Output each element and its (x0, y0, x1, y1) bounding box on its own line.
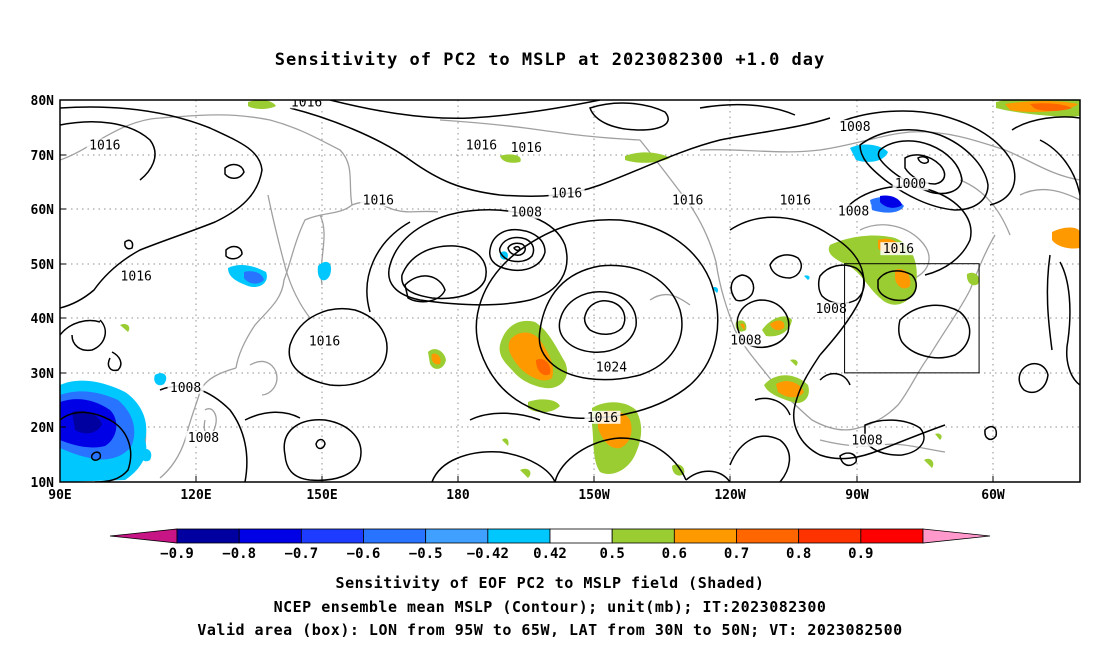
colorbar-swatch (549, 528, 613, 544)
contour-label: 1008 (188, 431, 219, 446)
lat-label-80n: 80N (31, 94, 55, 109)
contour-label: 1016 (291, 95, 322, 110)
colorbar-label: 0.7 (724, 546, 749, 562)
contour-label-bg (360, 193, 397, 207)
contour-label-bg (849, 433, 885, 447)
colorbar-label: −0.5 (409, 546, 443, 562)
colorbar-swatch (300, 528, 364, 544)
contour-label-bg (167, 380, 204, 394)
colorbar-label: 0.42 (533, 546, 567, 562)
contour-label-bg (880, 242, 917, 256)
lon-label-180: 180 (446, 488, 470, 503)
contour-label-bg (86, 138, 123, 152)
colorbar-label: −0.9 (160, 546, 194, 562)
colorbar-label: −0.7 (284, 546, 318, 562)
colorbar-swatch (425, 528, 489, 544)
contour-label-bg (463, 138, 500, 152)
lat-label-10n: 10N (31, 476, 55, 491)
colorbar-label: 0.5 (600, 546, 625, 562)
contour-label: 1016 (89, 138, 120, 153)
contour-label: 1016 (309, 334, 340, 349)
colorbar-swatch (798, 528, 862, 544)
colorbar-label: 0.8 (786, 546, 811, 562)
contour-label: 1008 (851, 434, 882, 449)
contour-label-bg (584, 410, 621, 424)
longitude-axis: 90E 120E 150E 180 150W 120W 90W 60W (48, 476, 1005, 503)
lon-label-90e: 90E (48, 488, 71, 503)
colorbar-extend-high (922, 528, 991, 544)
contour-label-bg (185, 430, 222, 444)
lon-label-60w: 60W (981, 488, 1005, 503)
contour-labels: 1016 1016 1016 1016 1016 1016 1008 1016 1016 1016… (86, 95, 929, 449)
valid-area-box (844, 263, 980, 374)
colorbar-label: 0.9 (848, 546, 873, 562)
lon-label-150e: 150E (306, 488, 337, 503)
lat-label-50n: 50N (31, 258, 55, 273)
contour-label-bg (727, 333, 764, 347)
contour-label-bg (118, 269, 155, 283)
lat-label-40n: 40N (31, 312, 55, 327)
shaded-negative-regions (60, 144, 904, 482)
contour-label: 1008 (170, 381, 201, 396)
colorbar-swatch (736, 528, 800, 544)
lon-label-120e: 120E (180, 488, 211, 503)
colorbar-label: −0.8 (222, 546, 256, 562)
lon-label-90w: 90W (845, 488, 869, 503)
colorbar-swatch (611, 528, 675, 544)
contour-label: 1016 (883, 242, 914, 257)
contour-label-bg (777, 193, 814, 207)
lat-label-30n: 30N (31, 367, 55, 382)
contour-label: 1016 (121, 269, 152, 284)
colorbar-label: −0.6 (347, 546, 381, 562)
contour-label: 1008 (815, 302, 846, 317)
lat-label-20n: 20N (31, 421, 55, 436)
contour-label: 1016 (551, 187, 582, 202)
contour-label: 1008 (839, 120, 870, 135)
contour-label: 1016 (511, 141, 542, 156)
contour-label: 1016 (466, 138, 497, 153)
caption-shading: Sensitivity of EOF PC2 to MSLP field (Sh… (335, 574, 765, 592)
contour-label: 1008 (511, 206, 542, 221)
colorbar-swatch (673, 528, 737, 544)
lat-label-70n: 70N (31, 149, 55, 164)
contour-label: 1008 (730, 333, 761, 348)
contour-label-bg (835, 204, 872, 218)
contour-label: 1024 (596, 361, 627, 376)
colorbar: −0.9 −0.8 −0.7 −0.6 −0.5 −0.42 0.42 0.5 0.6 0.7 0.… (109, 528, 991, 562)
colorbar-swatch (238, 528, 302, 544)
contour-label-bg (508, 205, 545, 219)
contour-label: 1008 (838, 205, 869, 220)
colorbar-swatch (487, 528, 551, 544)
lon-label-120w: 120W (714, 488, 745, 503)
contour-label: 1000 (895, 177, 926, 192)
contour-label-bg (836, 119, 873, 133)
contour-label-bg (288, 100, 325, 109)
contour-label-bg (669, 193, 706, 207)
contour-label: 1016 (587, 411, 618, 426)
lat-label-60n: 60N (31, 203, 55, 218)
colorbar-swatch (860, 528, 924, 544)
contour-label: 1016 (363, 194, 394, 209)
colorbar-extend-low (109, 528, 178, 544)
colorbar-label: −0.42 (467, 546, 509, 562)
colorbar-swatch (363, 528, 427, 544)
contour-label: 1016 (780, 194, 811, 209)
caption-contour: NCEP ensemble mean MSLP (Contour); unit(… (273, 598, 827, 616)
colorbar-label: 0.6 (662, 546, 687, 562)
map-title: Sensitivity of PC2 to MSLP at 2023082300… (274, 50, 826, 70)
caption-valid-area: Valid area (box): LON from 95W to 65W, L… (197, 621, 903, 639)
lon-label-150w: 150W (578, 488, 609, 503)
contour-label-bg (593, 360, 630, 374)
map-frame (59, 99, 1081, 483)
mslp-contours (60, 100, 1080, 482)
contour-label-bg (892, 177, 929, 191)
contour-label-bg (306, 334, 343, 348)
contour-label-bg (813, 302, 850, 316)
colorbar-swatch (176, 528, 240, 544)
latitude-axis: 80N 70N 60N 50N 40N 30N 20N 10N (31, 94, 66, 491)
contour-label-bg (508, 141, 545, 155)
contour-label: 1016 (672, 194, 703, 209)
contour-label-bg (548, 186, 585, 200)
